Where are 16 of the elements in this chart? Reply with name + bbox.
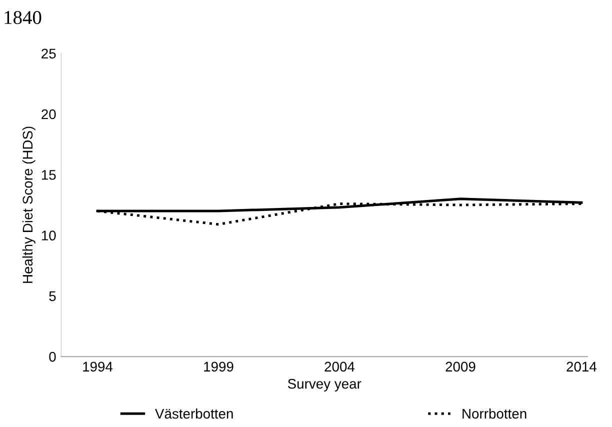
y-tick-label: 15 <box>42 170 56 180</box>
y-tick-label: 5 <box>49 291 56 302</box>
x-tick-label: 2004 <box>324 362 355 372</box>
legend-label: Västerbotten <box>155 408 233 419</box>
y-tick-label: 0 <box>49 352 56 362</box>
x-tick-label: 1994 <box>83 362 113 372</box>
x-tick-label: 2009 <box>446 362 476 372</box>
y-tick-label: 25 <box>42 48 56 59</box>
y-axis-title: Healthy Diet Score (HDS) <box>22 126 36 283</box>
x-axis-title: Survey year <box>288 378 362 392</box>
y-tick-label: 10 <box>42 230 56 240</box>
legend-label: Norrbotten <box>462 408 526 419</box>
x-tick-label: 2014 <box>566 362 597 372</box>
y-tick-label: 20 <box>42 109 56 120</box>
x-tick-label: 1999 <box>204 362 234 372</box>
text: 1840 <box>4 10 42 24</box>
